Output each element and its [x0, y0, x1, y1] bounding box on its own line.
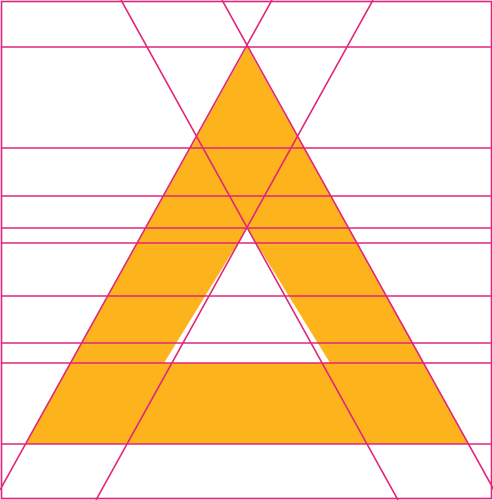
guide-diagonal-inner-right	[120, 0, 399, 500]
letter-a-fill	[26, 47, 469, 444]
guide-diagonal-inner-left	[95, 0, 374, 500]
guide-diagonal-outer-right	[221, 0, 493, 490]
guide-diagonal-outer-left	[0, 0, 273, 491]
